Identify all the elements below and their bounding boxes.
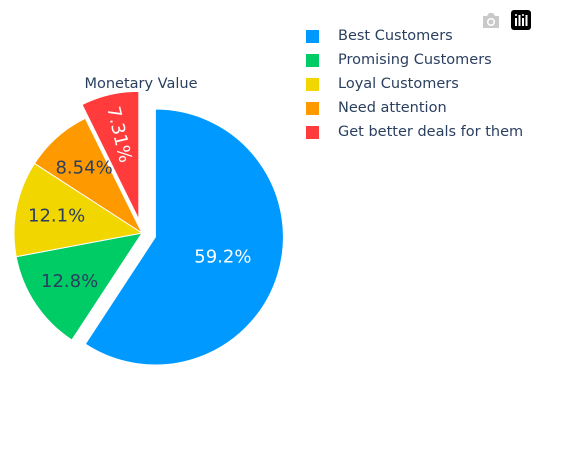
pie-slice-promising-customers[interactable] bbox=[15, 232, 144, 341]
modebar bbox=[481, 10, 531, 30]
slice-label: 8.54% bbox=[55, 158, 112, 179]
slice-label: 12.1% bbox=[28, 206, 85, 227]
plotly-logo-icon[interactable] bbox=[511, 10, 531, 30]
chart-title: Monetary Value bbox=[84, 76, 197, 92]
slice-label: 12.8% bbox=[41, 271, 98, 292]
legend-item[interactable]: Best Customers bbox=[306, 24, 523, 48]
legend-label: Get better deals for them bbox=[338, 124, 524, 140]
legend-swatch bbox=[306, 125, 319, 139]
slice-label: 59.2% bbox=[194, 247, 251, 268]
legend-item[interactable]: Need attention bbox=[306, 96, 523, 120]
legend-label: Need attention bbox=[338, 100, 447, 116]
camera-icon[interactable] bbox=[481, 10, 501, 30]
legend-label: Best Customers bbox=[338, 28, 453, 44]
pie-slice-get-better-deals-for-them[interactable] bbox=[81, 90, 140, 220]
legend: Best Customers Promising Customers Loyal C… bbox=[306, 24, 523, 144]
legend-swatch bbox=[306, 29, 319, 43]
pie-slice-need-attention[interactable] bbox=[33, 117, 144, 235]
legend-label: Promising Customers bbox=[338, 52, 492, 68]
legend-item[interactable]: Loyal Customers bbox=[306, 72, 523, 96]
legend-item[interactable]: Get better deals for them bbox=[306, 120, 523, 144]
legend-swatch bbox=[306, 53, 319, 67]
pie-slice-best-customers[interactable] bbox=[84, 108, 284, 366]
legend-swatch bbox=[306, 77, 319, 91]
legend-swatch bbox=[306, 101, 319, 115]
pie-slice-loyal-customers[interactable] bbox=[13, 162, 144, 258]
legend-label: Loyal Customers bbox=[338, 76, 459, 92]
legend-item[interactable]: Promising Customers bbox=[306, 48, 523, 72]
